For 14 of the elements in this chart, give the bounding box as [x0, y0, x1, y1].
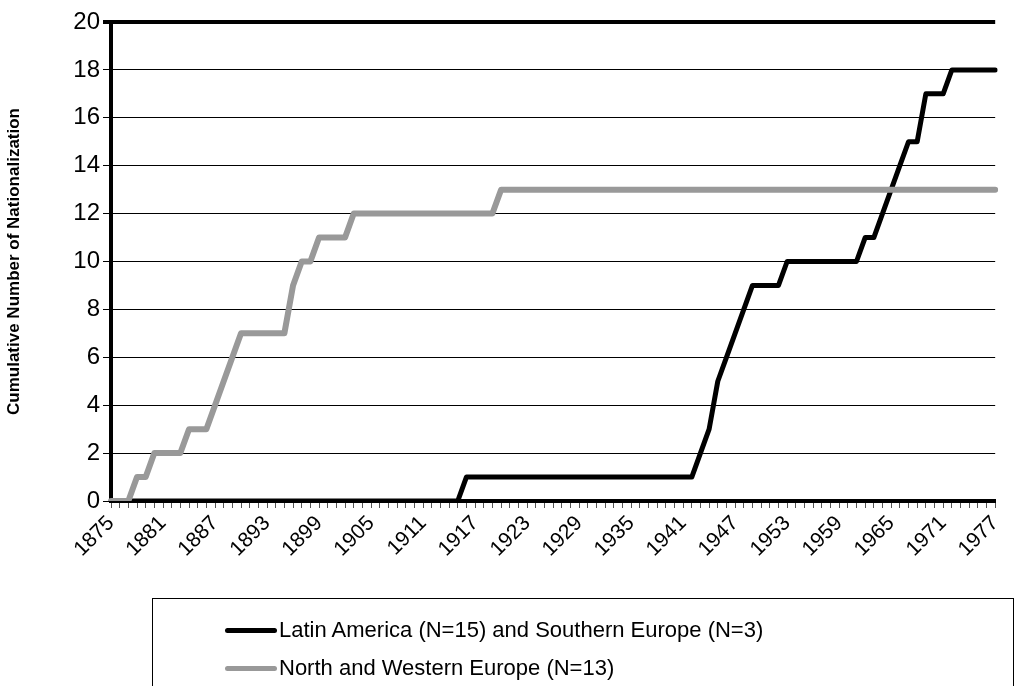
y-tick-label: 12	[73, 198, 100, 226]
y-tick-label: 16	[73, 102, 100, 130]
y-tick-label: 14	[73, 150, 100, 178]
y-tick-label: 6	[86, 341, 100, 369]
y-tick-label: 0	[86, 485, 100, 513]
legend-label: North and Western Europe (N=13)	[279, 655, 615, 681]
y-tick-label: 4	[86, 389, 100, 417]
y-axis-title: Cumulative Number of Nationalization	[3, 108, 23, 415]
y-tick-label: 20	[73, 6, 100, 34]
y-tick-label: 18	[73, 54, 100, 82]
y-tick-label: 10	[73, 246, 100, 274]
legend-label: Latin America (N=15) and Southern Europe (N=3)	[279, 617, 764, 643]
y-tick-label: 8	[86, 294, 100, 322]
y-tick-label: 2	[86, 437, 100, 465]
